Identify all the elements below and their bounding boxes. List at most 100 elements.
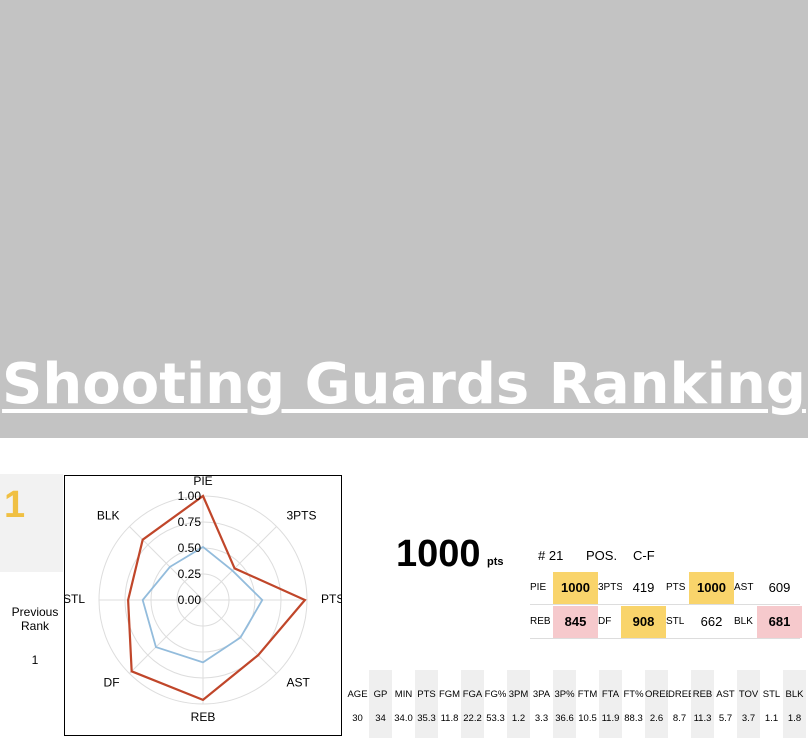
- stripe: [599, 670, 622, 738]
- stat-header: 3P%: [554, 689, 575, 700]
- stat-header: AST: [716, 689, 735, 700]
- score-unit: pts: [487, 556, 504, 568]
- stat-header: FTM: [577, 689, 598, 700]
- stripe: [461, 670, 484, 738]
- stat-header: OREB: [645, 689, 668, 700]
- stripe: [369, 670, 392, 738]
- radar-series: [127, 494, 307, 702]
- stat-header: 3PM: [508, 689, 529, 700]
- spoke: [202, 526, 277, 601]
- stat-value: 1.2: [511, 713, 526, 724]
- stat-value: 11.3: [693, 713, 712, 724]
- stripe: [783, 670, 806, 738]
- axis-label: PIE: [193, 475, 212, 488]
- stripe: [553, 670, 576, 738]
- stat-header: FG%: [484, 689, 507, 700]
- rating-value: 609: [768, 580, 791, 595]
- stat-value: 1.1: [764, 713, 779, 724]
- stat-header: STL: [762, 689, 781, 700]
- r-tick-label: 0.75: [178, 515, 202, 529]
- stat-value: 3.7: [741, 713, 756, 724]
- stat-value: 34.0: [394, 713, 413, 724]
- rating-value: 1000: [553, 572, 598, 604]
- stat-value: 11.9: [601, 713, 620, 724]
- spoke: [202, 599, 277, 674]
- axis-label: STL: [64, 592, 85, 606]
- stripe: [737, 670, 760, 738]
- player-number: # 21: [538, 548, 564, 563]
- axis-label: AST: [286, 676, 310, 690]
- stat-header: DREB: [668, 689, 691, 700]
- rating-value: 419: [632, 580, 655, 595]
- row-border: [530, 638, 800, 639]
- stat-header: FGA: [462, 689, 483, 700]
- stat-value: 53.3: [486, 713, 505, 724]
- rating-value: 681: [757, 606, 802, 638]
- banner: [0, 0, 808, 438]
- score: 1000: [396, 533, 481, 575]
- position-label: POS.: [586, 548, 618, 563]
- stat-value: 35.3: [417, 713, 436, 724]
- stat-value: 22.2: [463, 713, 482, 724]
- stat-header: TOV: [738, 689, 759, 700]
- rank-box: [0, 474, 63, 572]
- r-tick-label: 1.00: [178, 489, 202, 503]
- stripe: [691, 670, 714, 738]
- rating-value: 1000: [689, 572, 734, 604]
- rating-label: 3PTS: [598, 582, 622, 593]
- stat-header: FGM: [438, 689, 461, 700]
- stripe: [415, 670, 438, 738]
- stripe: [507, 670, 530, 738]
- stat-header: MIN: [394, 689, 413, 700]
- axis-label: 3PTS: [286, 509, 316, 523]
- previous-rank-label: Previous Rank: [11, 605, 59, 633]
- r-tick-label: 0.25: [178, 567, 202, 581]
- rating-value: 662: [700, 614, 723, 629]
- stat-header: AGE: [347, 689, 368, 700]
- axis-label: PTS: [321, 592, 342, 606]
- stat-value: 8.7: [672, 713, 687, 724]
- stat-value: 30: [352, 713, 363, 724]
- stat-value: 5.7: [718, 713, 733, 724]
- stat-header: FT%: [623, 689, 644, 700]
- stat-value: 10.5: [578, 713, 597, 724]
- spoke: [129, 526, 204, 601]
- rating-label: AST: [734, 582, 754, 593]
- stat-header: 3PA: [532, 689, 551, 700]
- rating-label: PTS: [666, 582, 686, 593]
- rating-label: BLK: [734, 616, 753, 627]
- rating-label: PIE: [530, 582, 547, 593]
- radar-series: [141, 545, 264, 664]
- stat-header: FTA: [601, 689, 620, 700]
- rating-value: 845: [553, 606, 598, 638]
- stat-header: REB: [692, 689, 713, 700]
- r-tick-label: 0.00: [178, 593, 202, 607]
- stat-header: GP: [373, 689, 388, 700]
- rating-label: REB: [530, 616, 551, 627]
- rating-value: 908: [621, 606, 666, 638]
- previous-rank-value: 1: [31, 653, 39, 667]
- stat-value: 36.6: [555, 713, 574, 724]
- row-border: [530, 604, 800, 605]
- position: C-F: [633, 548, 655, 563]
- stripe: [645, 670, 668, 738]
- stat-value: 88.3: [624, 713, 643, 724]
- stat-header: PTS: [417, 689, 436, 700]
- axis-label: BLK: [97, 509, 120, 523]
- rating-label: STL: [666, 616, 685, 627]
- rating-label: DF: [598, 616, 612, 627]
- stat-value: 34: [375, 713, 386, 724]
- stat-value: 1.8: [787, 713, 802, 724]
- stat-value: 11.8: [440, 713, 459, 724]
- rank: 1: [4, 484, 26, 526]
- stat-header: BLK: [785, 689, 804, 700]
- axis-label: REB: [191, 710, 216, 724]
- radar-chart: PIE 3PTS PTS AST REB DF STL BLK 0.00 0.25 0.50 0.75…: [64, 475, 342, 736]
- spoke: [129, 599, 204, 674]
- r-tick-label: 0.50: [178, 541, 202, 555]
- stat-value: 2.6: [649, 713, 664, 724]
- page-title: Shooting Guards Ranking: [2, 352, 806, 417]
- stat-value: 3.3: [534, 713, 549, 724]
- axis-label: DF: [104, 676, 120, 690]
